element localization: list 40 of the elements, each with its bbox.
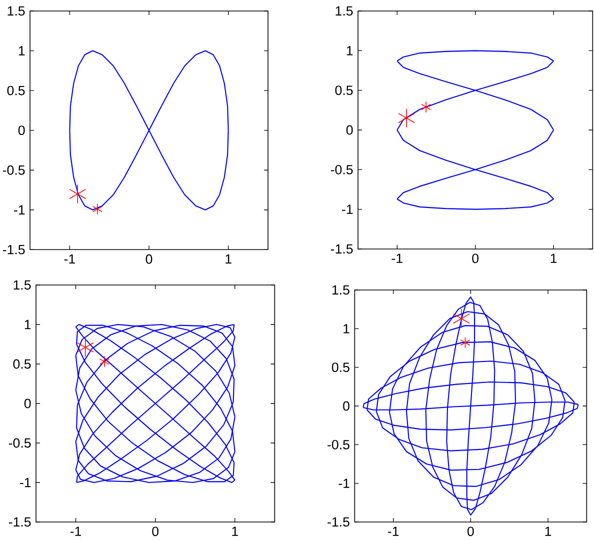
y-tick-label: -1 xyxy=(14,205,25,214)
y-tick-label: -0.5 xyxy=(2,165,25,175)
y-tick-label: -1.5 xyxy=(8,517,31,527)
y-tick-label: -1 xyxy=(20,478,31,488)
x-tick-label: 1 xyxy=(226,254,232,264)
y-tick-label: 0.5 xyxy=(13,359,31,369)
x-tick-label: 0 xyxy=(472,254,479,264)
y-tick-label: 1.5 xyxy=(8,6,25,16)
y-tick-label: -1.5 xyxy=(328,517,350,527)
y-tick-label: -0.5 xyxy=(8,438,31,448)
y-tick-label: 0.5 xyxy=(335,86,353,96)
y-tick-label: 0 xyxy=(24,398,31,408)
y-tick-label: 1.5 xyxy=(332,285,350,295)
y-tick-label: 1 xyxy=(346,46,353,56)
y-tick-label: 0 xyxy=(18,126,25,136)
x-tick-label: -1 xyxy=(392,254,402,263)
x-tick-label: -1 xyxy=(64,254,75,264)
y-tick-label: 1.5 xyxy=(336,6,353,16)
x-tick-label: 0 xyxy=(146,254,152,264)
x-tick-label: 1 xyxy=(550,254,557,263)
y-tick-label: -0.5 xyxy=(330,164,353,174)
y-tick-label: 0.5 xyxy=(7,86,25,96)
y-tick-label: 0 xyxy=(346,125,353,135)
y-tick-label: 0 xyxy=(343,401,350,411)
x-tick-label: 0 xyxy=(467,526,474,536)
y-tick-label: 1 xyxy=(18,46,25,56)
y-tick-label: -1.5 xyxy=(330,244,353,254)
y-tick-label: -1 xyxy=(342,204,353,214)
y-tick-label: 1 xyxy=(344,324,350,334)
x-tick-label: -1 xyxy=(388,526,399,536)
y-tick-label: 1 xyxy=(24,320,31,330)
x-tick-label: 0 xyxy=(152,526,159,536)
y-tick-label: -1.5 xyxy=(2,245,25,254)
y-tick-label: -0.5 xyxy=(328,440,350,450)
x-tick-label: 1 xyxy=(232,526,238,536)
y-tick-label: -1 xyxy=(338,478,350,488)
x-tick-label: -1 xyxy=(70,526,82,536)
y-tick-label: 0.5 xyxy=(332,362,350,372)
y-tick-label: 1.5 xyxy=(14,280,31,290)
x-tick-label: 1 xyxy=(545,526,552,536)
